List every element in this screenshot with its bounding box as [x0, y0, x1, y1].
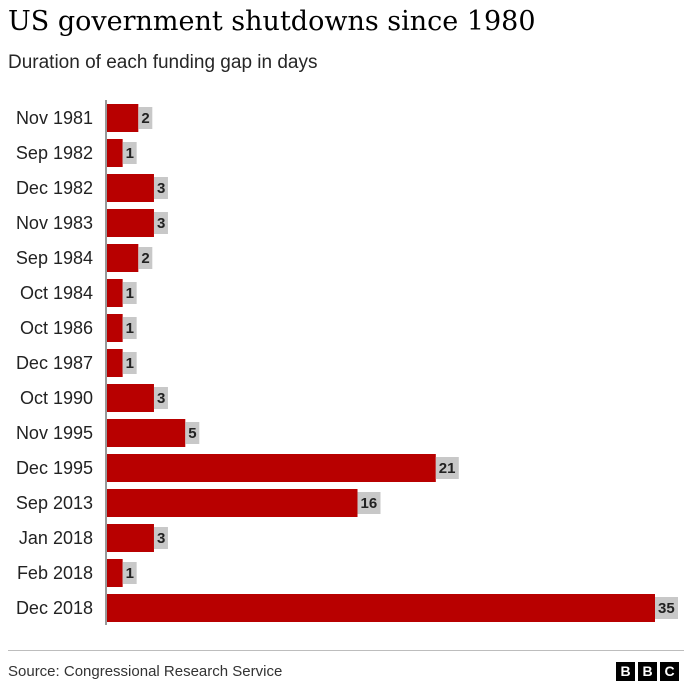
value-label: 3 — [157, 390, 165, 407]
value-label-background — [153, 212, 168, 234]
bar — [107, 314, 123, 342]
bbc-logo-letter: B — [616, 662, 635, 681]
bar — [107, 174, 154, 202]
value-label-background — [122, 562, 137, 584]
chart-title: US government shutdowns since 1980 — [8, 6, 536, 37]
bbc-logo-letter: B — [638, 662, 657, 681]
bar — [107, 524, 154, 552]
value-label: 1 — [126, 320, 134, 337]
bbc-logo-letter: C — [660, 662, 679, 681]
value-label: 1 — [126, 145, 134, 162]
source-note: Source: Congressional Research Service — [8, 663, 283, 680]
bar — [107, 139, 123, 167]
value-label-background — [122, 282, 137, 304]
bar — [107, 384, 154, 412]
value-label-background — [153, 387, 168, 409]
category-label: Oct 1986 — [20, 318, 93, 338]
value-label: 1 — [126, 565, 134, 582]
category-label: Dec 1982 — [16, 178, 93, 198]
value-label-background — [357, 492, 381, 514]
bar — [107, 454, 436, 482]
chart-subtitle: Duration of each funding gap in days — [8, 52, 318, 73]
bar-chart: Nov 1981 2 Sep 1982 1 Dec 1982 3 Nov 1983 3 Sep … — [16, 100, 678, 625]
bbc-logo: B B C — [616, 662, 679, 681]
bar — [107, 104, 139, 132]
category-label: Jan 2018 — [19, 528, 93, 548]
footer-divider — [8, 650, 684, 651]
category-label: Dec 2018 — [16, 598, 93, 618]
category-label: Dec 1995 — [16, 458, 93, 478]
value-label: 1 — [126, 355, 134, 372]
value-label-background — [185, 422, 200, 444]
value-label-background — [138, 107, 153, 129]
value-label-background — [122, 352, 137, 374]
value-label-background — [138, 247, 153, 269]
value-label: 2 — [141, 110, 149, 127]
category-label: Oct 1990 — [20, 388, 93, 408]
value-label-background — [153, 527, 168, 549]
value-label: 3 — [157, 180, 165, 197]
bar — [107, 489, 358, 517]
category-label: Sep 2013 — [16, 493, 93, 513]
category-label: Sep 1982 — [16, 143, 93, 163]
bar — [107, 594, 655, 622]
bar — [107, 209, 154, 237]
bar — [107, 349, 123, 377]
value-label: 35 — [658, 600, 675, 617]
category-label: Nov 1983 — [16, 213, 93, 233]
value-label-background — [122, 317, 137, 339]
category-label: Nov 1981 — [16, 108, 93, 128]
value-label-background — [655, 597, 678, 619]
value-label-background — [153, 177, 168, 199]
value-label: 2 — [141, 250, 149, 267]
bar — [107, 559, 123, 587]
value-label-background — [122, 142, 137, 164]
category-label: Feb 2018 — [17, 563, 93, 583]
value-label: 21 — [439, 460, 456, 477]
category-label: Sep 1984 — [16, 248, 93, 268]
category-label: Oct 1984 — [20, 283, 93, 303]
category-label: Dec 1987 — [16, 353, 93, 373]
bar — [107, 419, 186, 447]
category-label: Nov 1995 — [16, 423, 93, 443]
value-label: 16 — [361, 495, 378, 512]
value-label: 3 — [157, 530, 165, 547]
value-label: 5 — [188, 425, 196, 442]
bar — [107, 279, 123, 307]
value-label: 1 — [126, 285, 134, 302]
value-label: 3 — [157, 215, 165, 232]
value-label-background — [435, 457, 459, 479]
bar — [107, 244, 139, 272]
